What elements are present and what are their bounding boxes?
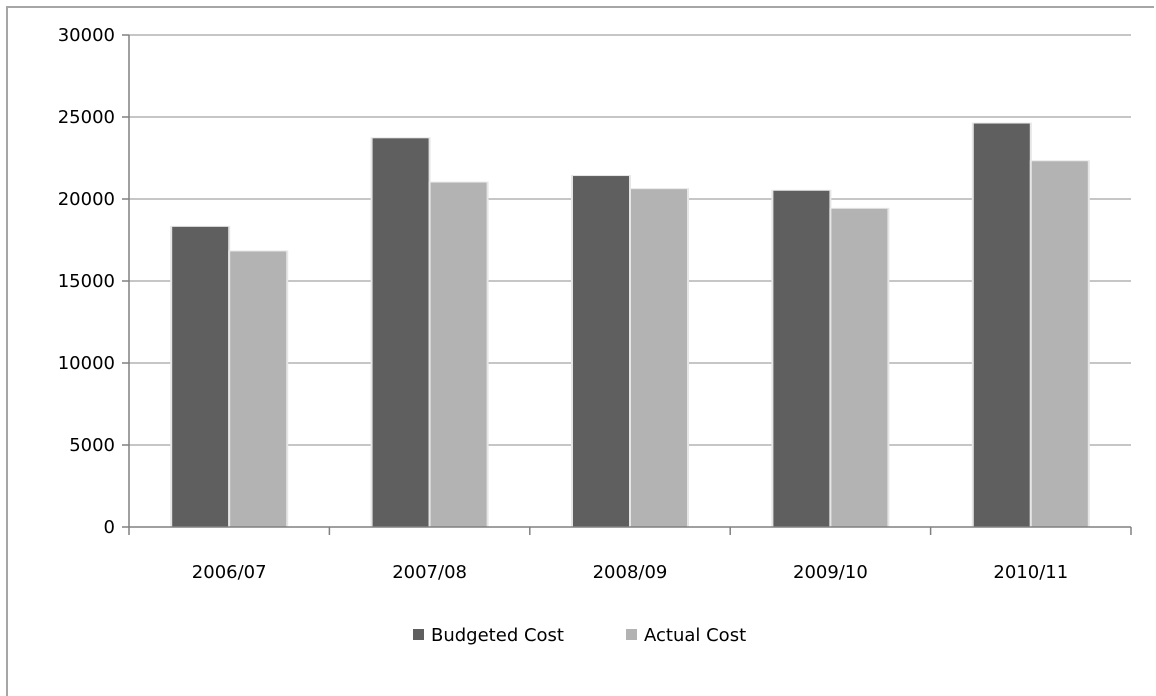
x-tick-label: 2009/10	[793, 562, 868, 583]
y-tick-label: 15000	[58, 271, 115, 292]
x-axis-ticks: 2006/07 2007/08 2008/09 2009/10 2010/11	[128, 527, 1132, 583]
bar-actual-cost	[631, 189, 687, 527]
y-tick-label: 0	[104, 517, 115, 538]
y-tick-label: 25000	[58, 107, 115, 128]
y-tick-label: 5000	[69, 435, 115, 456]
bar-budgeted-cost	[773, 190, 830, 528]
legend: Budgeted Cost Actual Cost	[413, 625, 746, 646]
legend-label-budgeted-cost: Budgeted Cost	[431, 625, 564, 646]
bars	[170, 122, 1090, 528]
legend-swatch-budgeted-cost	[413, 629, 424, 640]
x-tick-label: 2006/07	[192, 562, 267, 583]
bar-actual-cost	[430, 182, 487, 527]
x-tick-label: 2008/09	[593, 562, 668, 583]
bar-actual-cost	[230, 251, 287, 528]
bar-budgeted-cost	[573, 176, 629, 528]
x-tick-label: 2010/11	[993, 562, 1068, 583]
bar-budgeted-cost	[973, 123, 1030, 527]
y-tick-label: 30000	[58, 25, 115, 46]
bar-actual-cost	[831, 208, 888, 527]
bar-budgeted-cost	[172, 226, 229, 527]
x-tick-label: 2007/08	[392, 562, 467, 583]
y-tick-label: 10000	[58, 353, 115, 374]
legend-label-actual-cost: Actual Cost	[644, 625, 746, 646]
y-tick-label: 20000	[58, 189, 115, 210]
bar-budgeted-cost	[372, 138, 429, 527]
y-axis-ticks: 0 5000 10000 15000 20000 25000 30000	[58, 25, 129, 538]
legend-swatch-actual-cost	[626, 629, 637, 640]
bar-actual-cost	[1031, 161, 1088, 527]
